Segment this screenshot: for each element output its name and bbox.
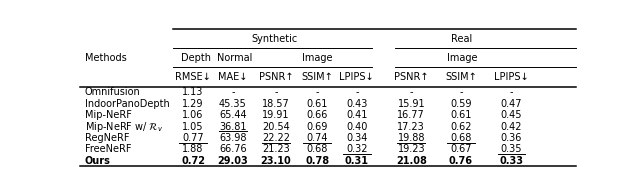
Text: 22.22: 22.22: [262, 133, 290, 143]
Text: 0.47: 0.47: [500, 99, 522, 109]
Text: RegNeRF: RegNeRF: [85, 133, 129, 143]
Text: 0.35: 0.35: [500, 144, 522, 154]
Text: 0.62: 0.62: [450, 122, 472, 132]
Text: -: -: [316, 87, 319, 97]
Text: Depth: Depth: [180, 53, 211, 63]
Text: Ours: Ours: [85, 156, 111, 166]
Text: 0.31: 0.31: [345, 156, 369, 166]
Text: 0.76: 0.76: [449, 156, 473, 166]
Text: -: -: [355, 87, 358, 97]
Text: Mip-NeRF: Mip-NeRF: [85, 110, 132, 120]
Text: PSNR↑: PSNR↑: [259, 72, 293, 82]
Text: Real: Real: [451, 34, 472, 44]
Text: 23.10: 23.10: [260, 156, 291, 166]
Text: 29.03: 29.03: [218, 156, 248, 166]
Text: MAE↓: MAE↓: [218, 72, 248, 82]
Text: 63.98: 63.98: [219, 133, 246, 143]
Text: 1.88: 1.88: [182, 144, 204, 154]
Text: Image: Image: [302, 53, 333, 63]
Text: Mip-NeRF w/ $\mathcal{R}_{v}$: Mip-NeRF w/ $\mathcal{R}_{v}$: [85, 120, 163, 134]
Text: SSIM↑: SSIM↑: [301, 72, 333, 82]
Text: -: -: [274, 87, 278, 97]
Text: Synthetic: Synthetic: [252, 34, 298, 44]
Text: 0.59: 0.59: [450, 99, 472, 109]
Text: 15.91: 15.91: [397, 99, 425, 109]
Text: 45.35: 45.35: [219, 99, 246, 109]
Text: 17.23: 17.23: [397, 122, 425, 132]
Text: 0.78: 0.78: [305, 156, 329, 166]
Text: 65.44: 65.44: [219, 110, 246, 120]
Text: 0.42: 0.42: [500, 122, 522, 132]
Text: -: -: [510, 87, 513, 97]
Text: 19.88: 19.88: [397, 133, 425, 143]
Text: 0.33: 0.33: [499, 156, 524, 166]
Text: -: -: [410, 87, 413, 97]
Text: IndoorPanoDepth: IndoorPanoDepth: [85, 99, 170, 109]
Text: 1.29: 1.29: [182, 99, 204, 109]
Text: 0.68: 0.68: [307, 144, 328, 154]
Text: 0.69: 0.69: [307, 122, 328, 132]
Text: 0.77: 0.77: [182, 133, 204, 143]
Text: 0.67: 0.67: [450, 144, 472, 154]
Text: Omnifusion: Omnifusion: [85, 87, 141, 97]
Text: 21.08: 21.08: [396, 156, 427, 166]
Text: 0.66: 0.66: [307, 110, 328, 120]
Text: Normal: Normal: [217, 53, 252, 63]
Text: 1.06: 1.06: [182, 110, 204, 120]
Text: 36.81: 36.81: [219, 122, 246, 132]
Text: LPIPS↓: LPIPS↓: [339, 72, 374, 82]
Text: RMSE↓: RMSE↓: [175, 72, 211, 82]
Text: 19.23: 19.23: [397, 144, 425, 154]
Text: 0.68: 0.68: [451, 133, 472, 143]
Text: 0.34: 0.34: [346, 133, 367, 143]
Text: -: -: [459, 87, 463, 97]
Text: 0.43: 0.43: [346, 99, 367, 109]
Text: 20.54: 20.54: [262, 122, 290, 132]
Text: 0.41: 0.41: [346, 110, 367, 120]
Text: 19.91: 19.91: [262, 110, 290, 120]
Text: 1.13: 1.13: [182, 87, 204, 97]
Text: FreeNeRF: FreeNeRF: [85, 144, 131, 154]
Text: SSIM↑: SSIM↑: [445, 72, 477, 82]
Text: 0.40: 0.40: [346, 122, 367, 132]
Text: Methods: Methods: [85, 53, 127, 63]
Text: 0.36: 0.36: [501, 133, 522, 143]
Text: 0.74: 0.74: [307, 133, 328, 143]
Text: 66.76: 66.76: [219, 144, 246, 154]
Text: 0.61: 0.61: [451, 110, 472, 120]
Text: LPIPS↓: LPIPS↓: [494, 72, 529, 82]
Text: -: -: [231, 87, 234, 97]
Text: 16.77: 16.77: [397, 110, 425, 120]
Text: 0.61: 0.61: [307, 99, 328, 109]
Text: 0.45: 0.45: [500, 110, 522, 120]
Text: 0.32: 0.32: [346, 144, 367, 154]
Text: 1.05: 1.05: [182, 122, 204, 132]
Text: 18.57: 18.57: [262, 99, 290, 109]
Text: 0.72: 0.72: [181, 156, 205, 166]
Text: Image: Image: [447, 53, 478, 63]
Text: PSNR↑: PSNR↑: [394, 72, 429, 82]
Text: 21.23: 21.23: [262, 144, 290, 154]
